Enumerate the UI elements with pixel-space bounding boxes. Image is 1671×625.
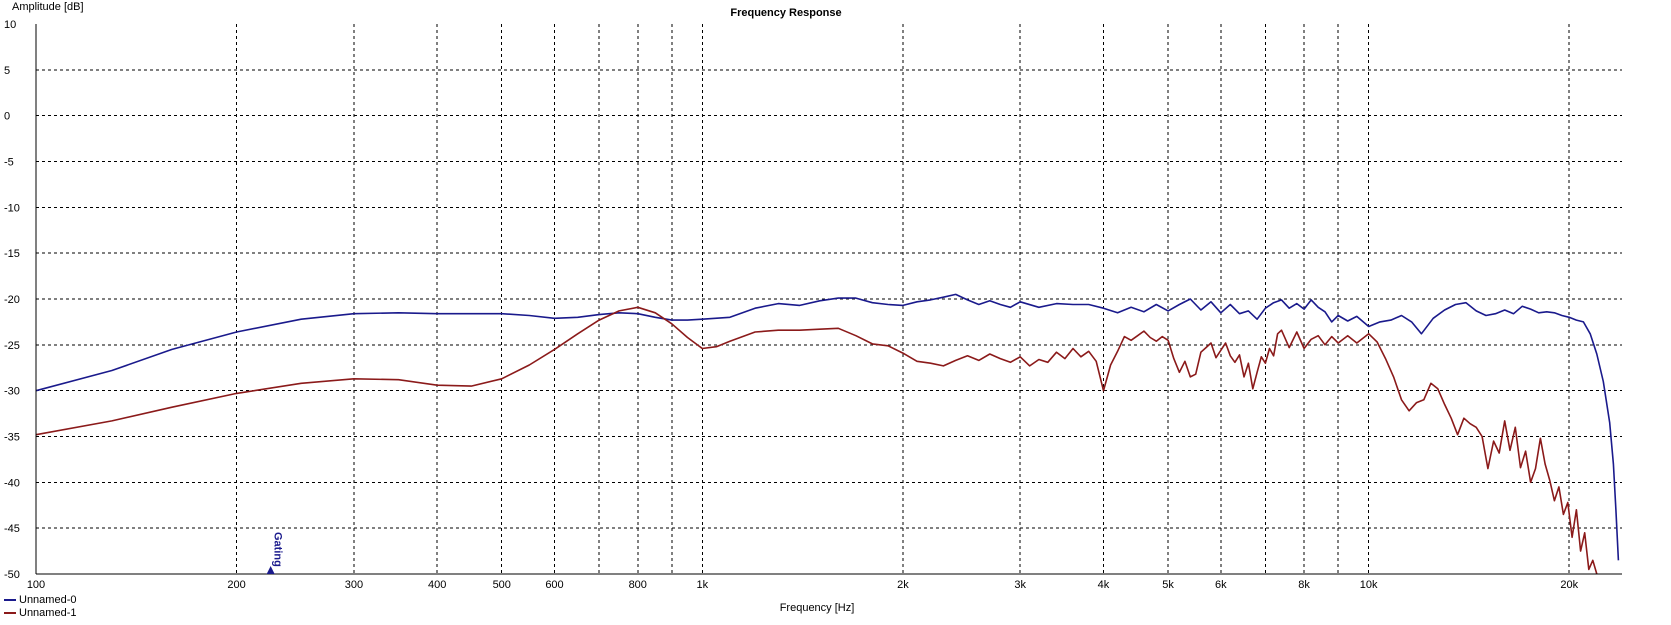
x-tick-label: 500 (493, 579, 511, 591)
y-tick-label: -50 (4, 569, 20, 581)
x-tick-label: 8k (1298, 579, 1310, 591)
x-tick-label: 400 (428, 579, 446, 591)
y-tick-label: 5 (4, 65, 10, 77)
annotations: Gating (266, 532, 284, 574)
y-tick-label: -20 (4, 294, 20, 306)
axes (35, 24, 1622, 575)
x-tick-label: 100 (27, 579, 45, 591)
chart-title: Frequency Response (730, 7, 841, 19)
series-layer (35, 293, 1620, 575)
x-tick-label: 6k (1215, 579, 1227, 591)
legend-entry: Unnamed-0 (19, 594, 76, 606)
gating-marker-label: Gating (272, 532, 284, 567)
x-tick-label: 300 (345, 579, 363, 591)
x-tick-label: 600 (545, 579, 563, 591)
x-tick-label: 10k (1360, 579, 1378, 591)
series-line-unnamed-1 (35, 306, 1598, 575)
x-tick-label: 20k (1560, 579, 1578, 591)
x-tick-label: 4k (1098, 579, 1110, 591)
grid-lines (36, 24, 1622, 574)
y-axis-label: Amplitude [dB] (12, 1, 84, 13)
y-tick-label: -45 (4, 523, 20, 535)
y-tick-label: -15 (4, 248, 20, 260)
x-tick-label: 800 (629, 579, 647, 591)
gating-marker-icon (266, 566, 275, 574)
y-tick-label: -35 (4, 432, 20, 444)
y-tick-label: -30 (4, 386, 20, 398)
y-tick-label: -10 (4, 202, 20, 214)
y-tick-label: -25 (4, 340, 20, 352)
x-axis-label: Frequency [Hz] (780, 602, 855, 614)
y-tick-label: -40 (4, 477, 20, 489)
y-tick-label: -5 (4, 157, 14, 169)
legend-entry: Unnamed-1 (19, 607, 76, 619)
series-line-unnamed-0 (35, 293, 1620, 561)
x-tick-label: 200 (227, 579, 245, 591)
x-tick-label: 5k (1162, 579, 1174, 591)
y-tick-labels: 10 5 0 -5 -10 -15 -20 -25 -30 -35 -40 -45 -50 (4, 19, 20, 581)
plot-area (35, 293, 1620, 575)
y-tick-label: 10 (4, 19, 16, 31)
x-tick-labels: 100 200 300 400 500 600 800 1k 2k 3k 4k 5k 6k 8k 10k 20… (27, 579, 1579, 591)
x-tick-label: 2k (897, 579, 909, 591)
x-tick-label: 3k (1014, 579, 1026, 591)
x-tick-label: 1k (697, 579, 709, 591)
y-tick-label: 0 (4, 111, 10, 123)
